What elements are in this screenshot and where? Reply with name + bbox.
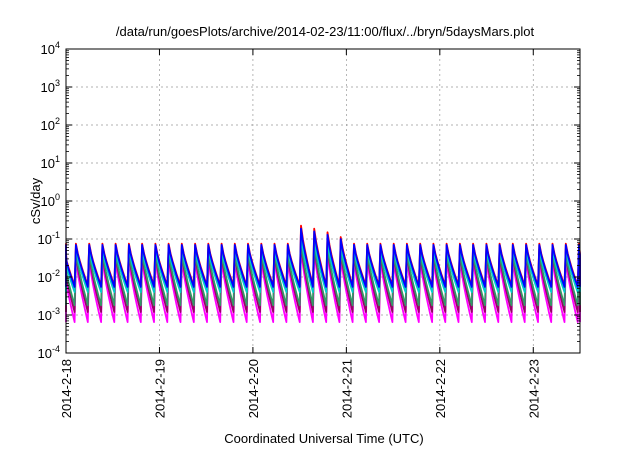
x-tick-label: 2014-2-21: [339, 359, 354, 418]
series-line-2: [65, 240, 581, 307]
x-axis-label: Coordinated Universal Time (UTC): [224, 431, 423, 446]
x-tick-label: 2014-2-18: [59, 359, 74, 418]
series-line-0: [65, 247, 581, 323]
x-tick-label: 2014-2-22: [433, 359, 448, 418]
y-axis-label: cSv/day: [28, 177, 43, 224]
y-tick-label: 10-2: [38, 268, 60, 285]
x-tick-label: 2014-2-23: [526, 359, 541, 418]
y-tick-label: 103: [41, 78, 60, 95]
y-tick-label: 102: [41, 116, 60, 133]
series-line-3: [65, 235, 581, 293]
y-tick-label: 104: [41, 40, 60, 57]
y-tick-label: 10-1: [38, 230, 60, 247]
chart-title: /data/run/goesPlots/archive/2014-02-23/1…: [116, 24, 535, 39]
y-tick-label: 101: [41, 154, 60, 171]
series-line-5: [65, 227, 581, 288]
y-tick-label: 10-3: [38, 306, 60, 323]
x-tick-label: 2014-2-19: [152, 359, 167, 418]
y-tick-label: 100: [41, 192, 60, 209]
x-tick-label: 2014-2-20: [246, 359, 261, 418]
y-tick-label: 10-4: [38, 344, 60, 361]
series-group: [65, 224, 581, 323]
axis-ticks: 10-4 10-3 10-2 10-1 100 101 102 103 104 2014-2-18…: [38, 40, 580, 418]
